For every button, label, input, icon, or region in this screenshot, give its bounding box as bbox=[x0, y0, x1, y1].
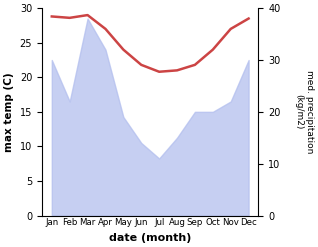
Y-axis label: max temp (C): max temp (C) bbox=[4, 72, 14, 152]
Y-axis label: med. precipitation
(kg/m2): med. precipitation (kg/m2) bbox=[294, 70, 314, 154]
X-axis label: date (month): date (month) bbox=[109, 233, 191, 243]
